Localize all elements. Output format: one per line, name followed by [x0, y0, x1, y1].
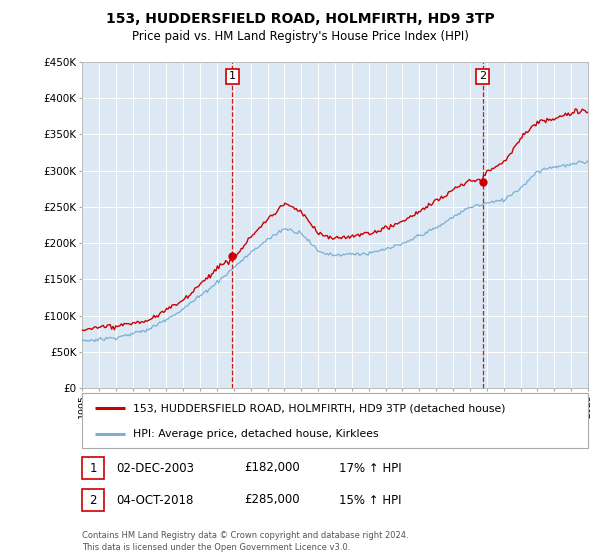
- Text: 15% ↑ HPI: 15% ↑ HPI: [339, 493, 401, 506]
- Text: £182,000: £182,000: [244, 461, 300, 474]
- Text: 1: 1: [89, 461, 97, 474]
- Text: 17% ↑ HPI: 17% ↑ HPI: [339, 461, 401, 474]
- Text: 1: 1: [229, 72, 236, 82]
- Text: Contains HM Land Registry data © Crown copyright and database right 2024.
This d: Contains HM Land Registry data © Crown c…: [82, 531, 409, 552]
- Text: Price paid vs. HM Land Registry's House Price Index (HPI): Price paid vs. HM Land Registry's House …: [131, 30, 469, 43]
- Text: 2: 2: [479, 72, 486, 82]
- Text: 153, HUDDERSFIELD ROAD, HOLMFIRTH, HD9 3TP: 153, HUDDERSFIELD ROAD, HOLMFIRTH, HD9 3…: [106, 12, 494, 26]
- Text: £285,000: £285,000: [244, 493, 299, 506]
- Text: 153, HUDDERSFIELD ROAD, HOLMFIRTH, HD9 3TP (detached house): 153, HUDDERSFIELD ROAD, HOLMFIRTH, HD9 3…: [133, 403, 505, 413]
- Text: 2: 2: [89, 493, 97, 506]
- Text: HPI: Average price, detached house, Kirklees: HPI: Average price, detached house, Kirk…: [133, 430, 378, 439]
- FancyBboxPatch shape: [82, 393, 588, 448]
- Text: 04-OCT-2018: 04-OCT-2018: [116, 493, 193, 506]
- Text: 02-DEC-2003: 02-DEC-2003: [116, 461, 194, 474]
